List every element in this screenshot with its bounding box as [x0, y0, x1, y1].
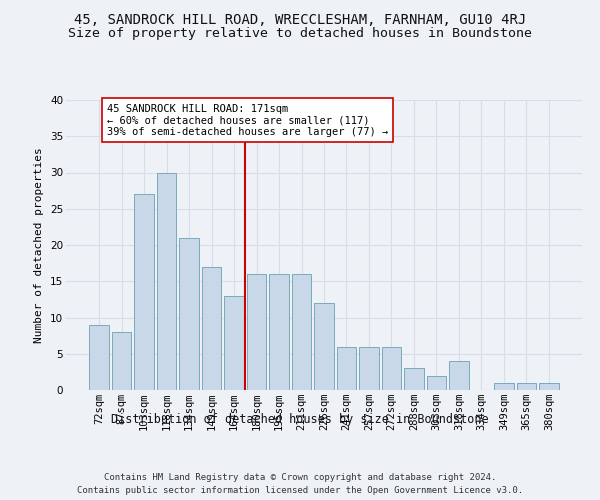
Bar: [314, 303, 334, 390]
Text: Contains HM Land Registry data © Crown copyright and database right 2024.: Contains HM Land Registry data © Crown c…: [104, 472, 496, 482]
Text: Distribution of detached houses by size in Boundstone: Distribution of detached houses by size …: [111, 412, 489, 426]
Bar: [269, 274, 289, 390]
Bar: [449, 361, 469, 390]
Bar: [157, 172, 176, 390]
Bar: [134, 194, 154, 390]
Bar: [112, 332, 131, 390]
Text: 45, SANDROCK HILL ROAD, WRECCLESHAM, FARNHAM, GU10 4RJ: 45, SANDROCK HILL ROAD, WRECCLESHAM, FAR…: [74, 12, 526, 26]
Bar: [89, 325, 109, 390]
Bar: [494, 383, 514, 390]
Bar: [202, 267, 221, 390]
Text: 45 SANDROCK HILL ROAD: 171sqm
← 60% of detached houses are smaller (117)
39% of : 45 SANDROCK HILL ROAD: 171sqm ← 60% of d…: [107, 104, 388, 137]
Bar: [539, 383, 559, 390]
Bar: [382, 346, 401, 390]
Y-axis label: Number of detached properties: Number of detached properties: [34, 147, 44, 343]
Bar: [359, 346, 379, 390]
Bar: [337, 346, 356, 390]
Text: Size of property relative to detached houses in Boundstone: Size of property relative to detached ho…: [68, 28, 532, 40]
Bar: [224, 296, 244, 390]
Bar: [517, 383, 536, 390]
Bar: [404, 368, 424, 390]
Bar: [292, 274, 311, 390]
Text: Contains public sector information licensed under the Open Government Licence v3: Contains public sector information licen…: [77, 486, 523, 495]
Bar: [427, 376, 446, 390]
Bar: [247, 274, 266, 390]
Bar: [179, 238, 199, 390]
